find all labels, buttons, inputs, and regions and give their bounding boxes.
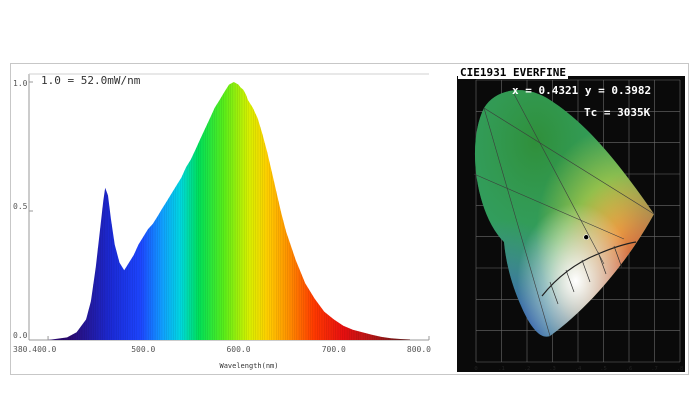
x-tick-label: 800.0	[407, 345, 431, 354]
x-tick-label: 600.0	[226, 345, 250, 354]
spd-svg: 0.0 0.5 1.0 380.400.0 500.0 600.0 700.0 800.0 1…	[13, 73, 431, 370]
chromaticity-point	[583, 234, 589, 240]
color-temperature-readout: Tc = 3035K	[584, 106, 651, 119]
cie-x-tick-label: .4	[575, 366, 582, 372]
chromaticity-readout: x = 0.4321 y = 0.3982	[512, 84, 652, 97]
y-tick-label: 0.5	[13, 202, 28, 211]
y-tick-label: 0.0	[13, 331, 28, 340]
x-tick-label: 380.400.0	[13, 345, 57, 354]
cie-x-tick-label: .7	[651, 366, 658, 372]
isotemperature-lines	[549, 245, 623, 305]
cie-gamut-lines	[473, 93, 655, 337]
spd-tick-labels: 0.0 0.5 1.0 380.400.0 500.0 600.0 700.0 800.0	[13, 79, 431, 354]
spectral-power-distribution-chart: 0.0 0.5 1.0 380.400.0 500.0 600.0 700.0 800.0 1…	[11, 64, 451, 374]
x-tick-label: 700.0	[322, 345, 346, 354]
cie-x-tick-label: .1	[498, 366, 505, 372]
cie-title: CIE1931 EVERFINE	[458, 66, 568, 79]
cie-x-tick-label: .6	[626, 366, 633, 372]
spectrum-area	[48, 82, 410, 340]
y-tick-label: 1.0	[13, 79, 28, 88]
scale-annotation: 1.0 = 52.0mW/nm	[41, 74, 141, 87]
spectrum-hatching	[58, 82, 396, 340]
cie-x-tick-label: .5	[600, 366, 607, 372]
planckian-locus	[541, 241, 637, 297]
x-tick-label: 500.0	[131, 345, 155, 354]
cie-x-tick-label: .8	[677, 366, 684, 372]
figure-frame: 0.0 0.5 1.0 380.400.0 500.0 600.0 700.0 800.0 1…	[10, 63, 689, 375]
x-axis-label: Wavelength(nm)	[219, 362, 278, 370]
cie-chromaticity-diagram: 0 .1 .2 .3 .4 .5 .6 .7 .8 CIE1931 EVERFINE x = 0…	[454, 64, 688, 374]
cie-svg: 0 .1 .2 .3 .4 .5 .6 .7 .8	[457, 76, 685, 372]
cie-x-tick-label: .3	[549, 366, 556, 372]
cie-x-tick-label: .2	[524, 366, 531, 372]
cie-x-tick-label: 0	[474, 366, 477, 372]
cie-tick-labels: 0 .1 .2 .3 .4 .5 .6 .7 .8	[474, 366, 683, 372]
